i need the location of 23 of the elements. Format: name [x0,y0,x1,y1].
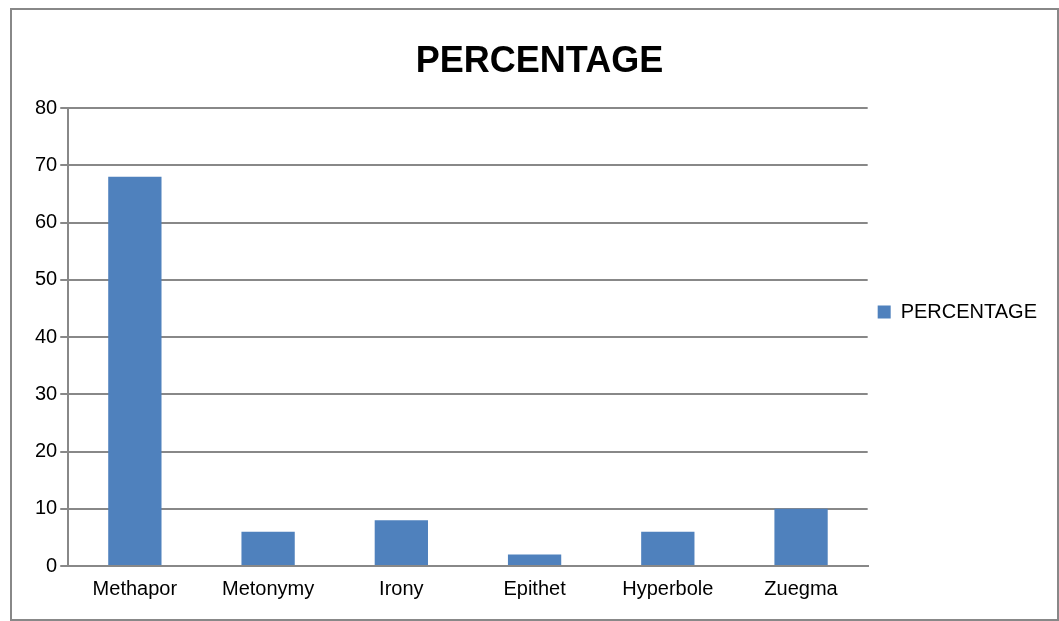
bar [241,531,295,565]
x-tick-label: Methapor [92,576,178,599]
chart-title: PERCENTAGE [415,38,664,80]
x-tick-label: Irony [379,576,424,599]
legend-label: PERCENTAGE [900,299,1038,322]
y-tick-label: 80 [35,95,58,118]
y-tick-label: 60 [35,210,58,233]
y-tick-label: 20 [35,439,58,462]
bar [641,531,695,565]
x-tick-label: Zuegma [764,576,839,599]
y-tick-label: 10 [35,496,58,519]
bar [507,554,562,565]
y-tick-label: 30 [35,381,58,404]
bar [774,508,828,565]
bar [108,176,162,565]
y-tick-label: 40 [35,324,58,347]
x-tick-label: Hyperbole [622,576,714,599]
y-tick-label: 0 [46,553,58,576]
bar [374,520,428,565]
x-tick-label: Epithet [503,576,567,599]
y-tick-label: 70 [35,152,58,175]
x-tick-label: Metonymy [221,576,315,599]
y-tick-label: 50 [35,267,58,290]
